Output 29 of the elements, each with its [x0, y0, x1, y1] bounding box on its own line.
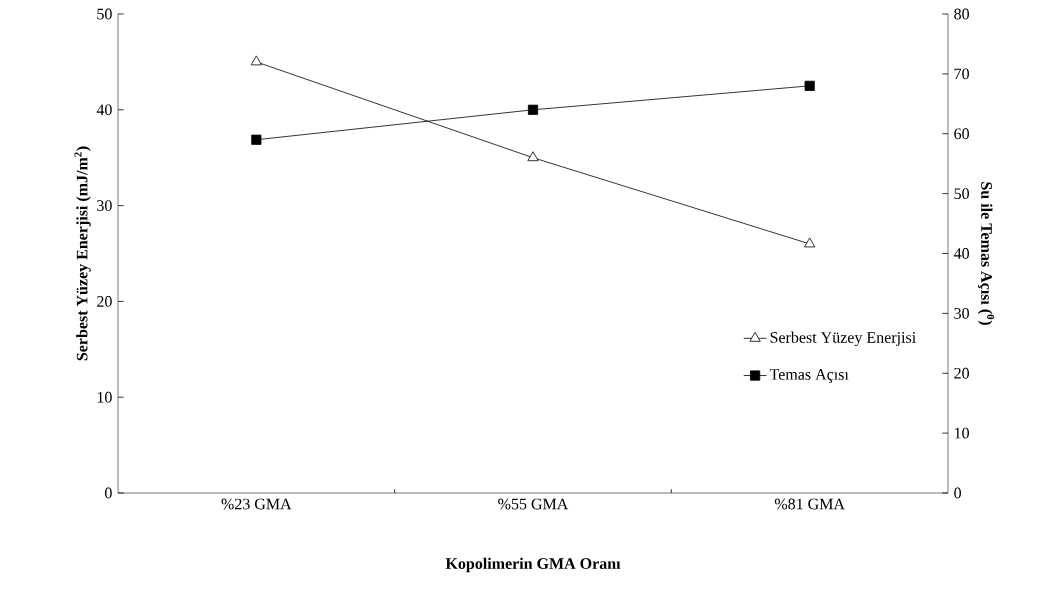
legend-label: Serbest Yüzey Enerjisi [770, 331, 916, 347]
point [804, 80, 815, 91]
y-tick-label: 40 [96, 104, 112, 116]
x-tick-label: %23 GMA [221, 498, 292, 510]
y2-tick-label: 0 [954, 487, 961, 499]
y2-tick-label: 50 [954, 188, 969, 200]
y-tick-label: 10 [97, 391, 112, 403]
x-axis-title: Kopolimerin GMA Oranı [445, 557, 621, 573]
point [250, 55, 262, 66]
y2-axis-title: Su ile Temas Açısı ($^{0}$) [977, 182, 995, 325]
y2-tick-label: 30 [954, 307, 969, 319]
x-tick-label: %81 GMA [774, 498, 845, 510]
y2-tick-label: 40 [953, 248, 969, 259]
point [527, 151, 539, 162]
y2-tick-label: 60 [954, 128, 969, 140]
point [804, 237, 816, 248]
y-tick-label: 30 [97, 200, 112, 211]
y2-tick-label: 10 [955, 427, 969, 439]
y2-tick-label: 20 [954, 367, 969, 379]
y-axis-title: Serbest Yüzey Enerjisi (mJ/m$^{2}$) [74, 146, 91, 361]
y-tick-label: 20 [97, 296, 112, 307]
legend-label: Temas Açısı [769, 369, 849, 384]
y-tick-label: 0 [105, 487, 112, 499]
y2-tick-label: 70 [954, 68, 969, 80]
point [527, 104, 539, 115]
y2-tick-label: 80 [954, 8, 969, 20]
point [251, 134, 262, 145]
x-tick-label: %55 GMA [498, 498, 569, 510]
y-tick-label: 50 [97, 8, 112, 20]
